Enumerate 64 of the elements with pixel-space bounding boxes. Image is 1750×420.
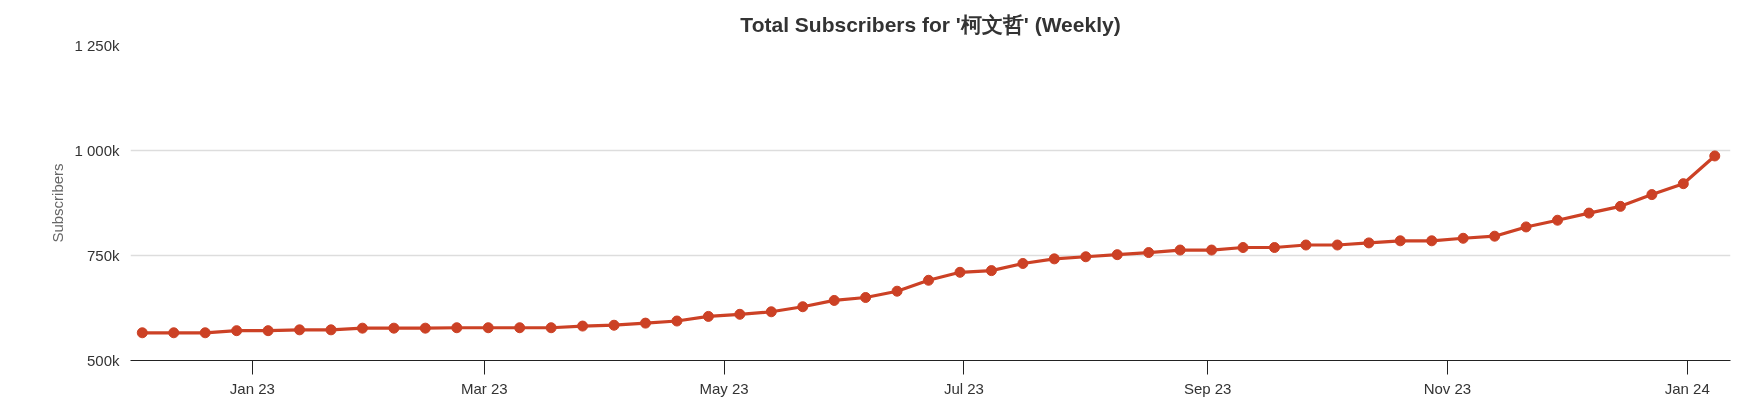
point [702, 310, 714, 322]
point [514, 322, 526, 334]
point [954, 266, 966, 278]
point [356, 322, 368, 334]
point [1080, 251, 1092, 263]
point [1583, 207, 1595, 219]
point [891, 285, 903, 297]
point [1489, 230, 1501, 242]
point [325, 324, 337, 336]
point [1426, 235, 1438, 247]
point [985, 265, 997, 277]
x-tick-label: May 23 [699, 379, 749, 397]
point [294, 324, 306, 336]
point [860, 292, 872, 303]
x-tick-label: Jul 23 [943, 379, 984, 397]
x-tick-label: Nov 23 [1423, 379, 1472, 397]
point [1552, 214, 1564, 226]
point [1017, 257, 1029, 269]
point [1331, 239, 1343, 251]
point [923, 274, 935, 286]
point [1048, 253, 1060, 265]
point [734, 308, 746, 320]
point [1709, 150, 1721, 162]
x-tick-label: Jan 24 [1664, 379, 1710, 397]
point [765, 306, 777, 318]
chart-title: Total Subscribers for '柯文哲' (Weekly) [740, 12, 1121, 36]
point [1363, 237, 1375, 249]
point [168, 327, 180, 339]
point [1268, 242, 1280, 254]
point [828, 294, 840, 306]
point [1111, 249, 1123, 261]
point [1614, 200, 1626, 212]
point [1457, 232, 1469, 244]
point [1143, 247, 1155, 259]
point [1237, 242, 1249, 254]
x-tick-label: Jan 23 [229, 379, 275, 397]
point [577, 320, 589, 332]
point [231, 325, 243, 337]
x-tick-label: Mar 23 [460, 379, 508, 397]
point [199, 327, 211, 339]
x-tick-label: Sep 23 [1183, 379, 1232, 397]
point [671, 315, 683, 327]
point [608, 319, 620, 331]
point [1394, 235, 1406, 247]
y-tick-label: 1 250k [74, 37, 120, 54]
point [1206, 244, 1218, 256]
point [1300, 239, 1312, 251]
y-axis-title: Subscribers [49, 163, 67, 243]
y-tick-label: 750k [86, 247, 120, 264]
point [1677, 178, 1689, 190]
point [136, 327, 148, 339]
point [482, 322, 494, 334]
point [388, 322, 400, 334]
point [1646, 189, 1658, 201]
point [419, 322, 431, 334]
point [545, 322, 557, 334]
y-tick-label: 1 000k [74, 142, 120, 159]
point [262, 325, 274, 337]
point [1174, 244, 1186, 256]
point [639, 317, 651, 329]
y-tick-label: 500k [86, 352, 120, 369]
point [797, 301, 809, 313]
point [1520, 221, 1532, 233]
point [451, 322, 463, 334]
